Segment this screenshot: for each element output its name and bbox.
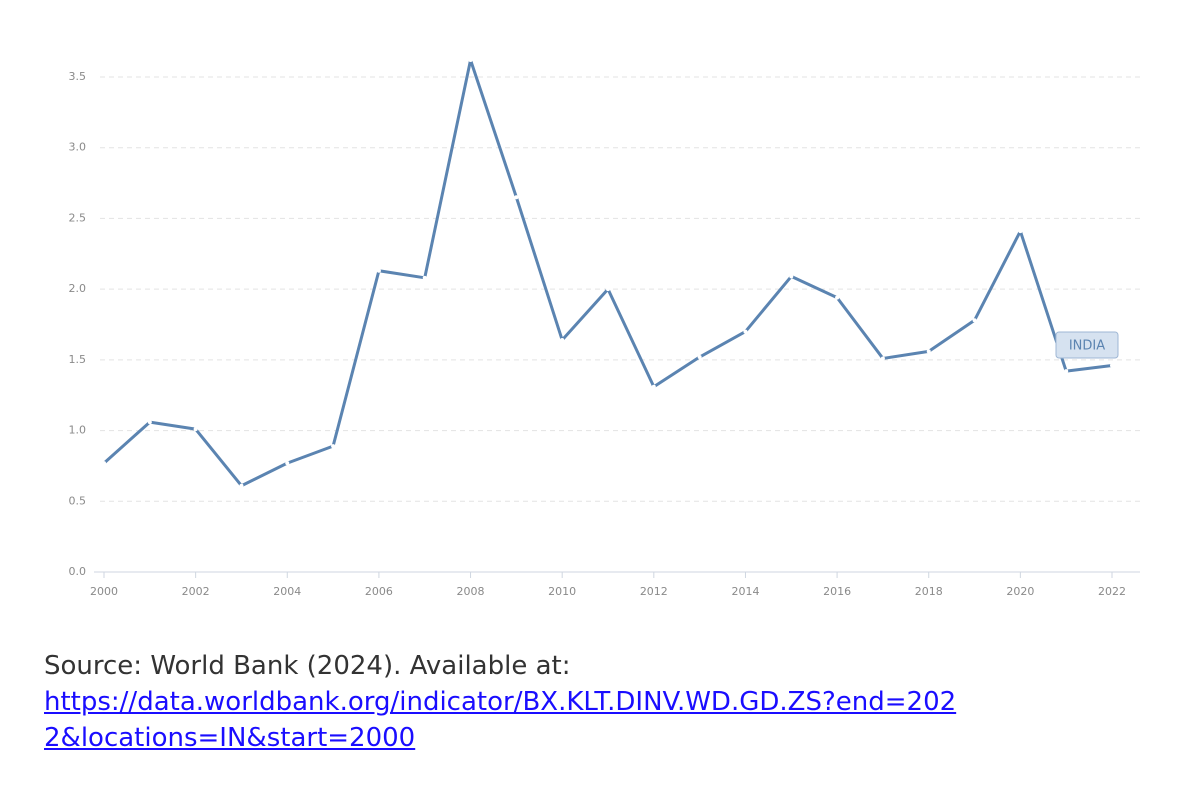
data-point: [331, 444, 336, 449]
y-tick-label: 2.0: [69, 282, 87, 295]
chart: 0.0 0.5 1.0 1.5 2.0 2.5 3.0 3.5 2000 2002 2004 2006…: [69, 58, 1140, 598]
series-label-box: [1055, 331, 1119, 359]
data-point: [1110, 363, 1114, 368]
data-point: [285, 461, 290, 466]
data-point: [376, 268, 381, 273]
data-point: [468, 58, 473, 63]
x-tick-label: 2010: [548, 585, 576, 598]
x-tick-label: 2016: [823, 585, 851, 598]
x-tick-label: 2006: [365, 585, 393, 598]
data-point: [239, 483, 244, 488]
data-point: [697, 355, 702, 360]
x-tick-label: 2022: [1098, 585, 1126, 598]
y-tick-label: 3.0: [69, 141, 87, 154]
source-link[interactable]: https://data.worldbank.org/indicator/BX.…: [44, 687, 957, 753]
x-tick-label: 2008: [457, 585, 485, 598]
data-point: [926, 349, 931, 354]
y-tick-label: 0.0: [69, 565, 87, 578]
y-tick-label: 1.5: [69, 353, 87, 366]
data-point: [422, 275, 427, 280]
data-point: [560, 338, 565, 343]
data-point: [789, 274, 794, 279]
x-tick-label: 2012: [640, 585, 668, 598]
data-point: [972, 318, 977, 323]
series-line: [102, 58, 1113, 488]
series-label-text: INDIA: [1069, 339, 1105, 354]
data-point: [193, 427, 198, 432]
x-tick-label: 2004: [273, 585, 301, 598]
x-tick-label: 2018: [915, 585, 943, 598]
data-point: [606, 287, 610, 292]
series-label: INDIA: [1055, 331, 1119, 359]
y-tick-label: 3.5: [69, 70, 87, 83]
x-tick-label: 2014: [731, 585, 759, 598]
data-point: [835, 295, 840, 300]
data-point: [102, 461, 106, 466]
y-tick-label: 1.0: [69, 424, 87, 437]
data-point: [1064, 369, 1069, 374]
data-point: [514, 195, 519, 200]
source-text: Source: World Bank (2024). Available at:: [44, 651, 571, 681]
data-point: [147, 420, 152, 425]
data-point: [743, 329, 748, 334]
x-tick-label: 2002: [182, 585, 210, 598]
data-point: [880, 356, 885, 361]
y-tick-label: 2.5: [69, 211, 87, 224]
x-tick-label: 2020: [1006, 585, 1034, 598]
data-point: [651, 384, 656, 389]
y-tick-label: 0.5: [69, 494, 87, 507]
data-point: [1018, 229, 1023, 234]
x-tick-label: 2000: [90, 585, 118, 598]
